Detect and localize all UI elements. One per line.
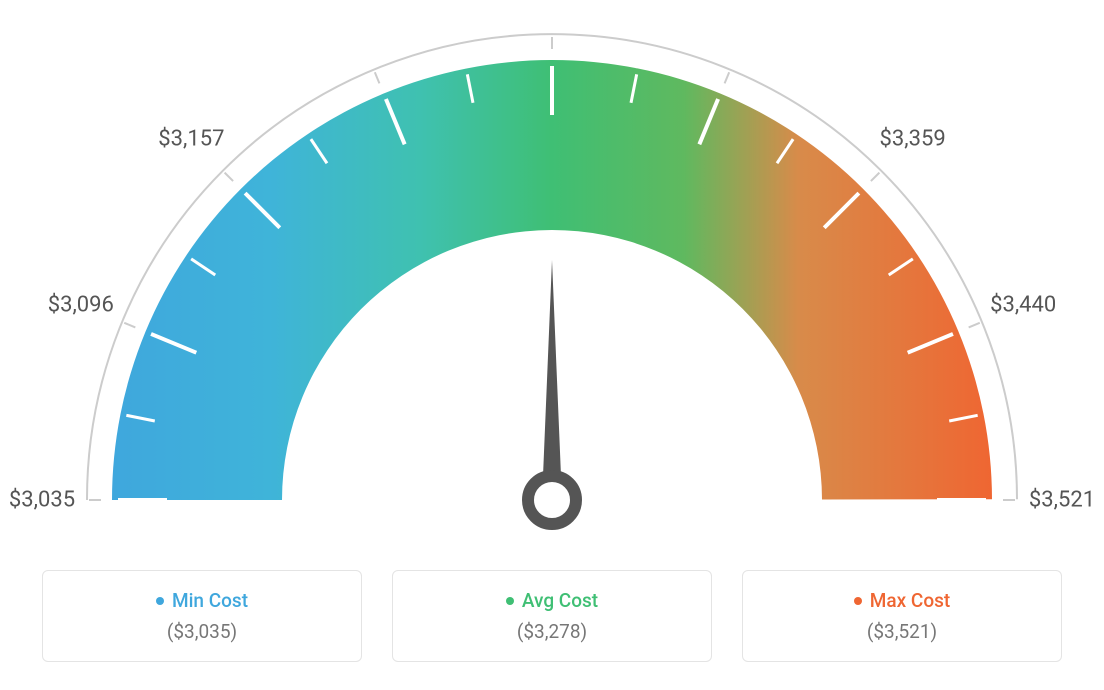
legend-max-card: Max Cost ($3,521) — [742, 570, 1062, 662]
legend-max-title: Max Cost — [854, 589, 950, 612]
gauge-tick-label: $3,035 — [9, 488, 75, 513]
legend-max-label: Max Cost — [870, 589, 950, 612]
legend-min-label: Min Cost — [172, 589, 248, 612]
legend-avg-value: ($3,278) — [403, 620, 701, 643]
gauge-tick-label: $3,440 — [990, 292, 1056, 317]
gauge-tick-label: $3,521 — [1029, 488, 1095, 513]
gauge-tick-label: $3,278 — [519, 0, 585, 3]
legend-avg-label: Avg Cost — [522, 589, 598, 612]
gauge-tick-label: $3,157 — [158, 127, 224, 152]
gauge-tick-label: $3,096 — [48, 292, 114, 317]
legend-min-title: Min Cost — [156, 589, 248, 612]
legend-avg-title: Avg Cost — [506, 589, 598, 612]
gauge-svg — [0, 0, 1104, 560]
legend-max-value: ($3,521) — [753, 620, 1051, 643]
legend-min-value: ($3,035) — [53, 620, 351, 643]
cost-gauge: $3,035 $3,096 $3,157 $3,278 $3,359 $3,440 $3,5… — [0, 0, 1104, 560]
legend-row: Min Cost ($3,035) Avg Cost ($3,278) Max … — [0, 570, 1104, 662]
legend-avg-card: Avg Cost ($3,278) — [392, 570, 712, 662]
gauge-tick-label: $3,359 — [880, 127, 946, 152]
legend-min-card: Min Cost ($3,035) — [42, 570, 362, 662]
